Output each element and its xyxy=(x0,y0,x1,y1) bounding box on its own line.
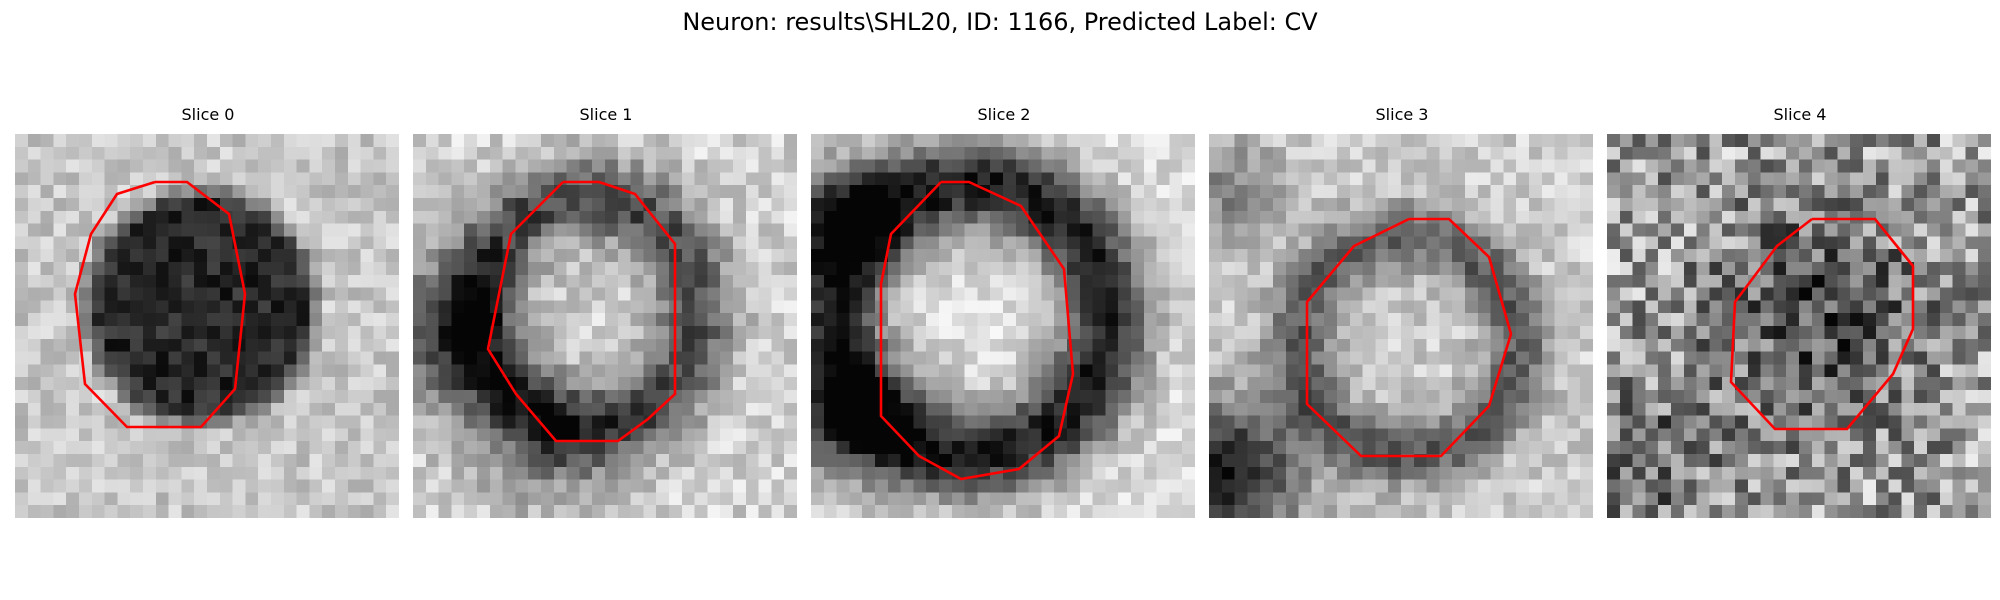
figure-title: Neuron: results\SHL20, ID: 1166, Predict… xyxy=(682,8,1318,36)
slice-panel-1: Slice 1 xyxy=(413,105,799,518)
slice-title: Slice 3 xyxy=(1375,105,1429,124)
slice-title: Slice 2 xyxy=(977,105,1031,124)
slice-panel-3: Slice 3 xyxy=(1209,105,1595,518)
slice-image xyxy=(1209,134,1593,518)
slice-title: Slice 4 xyxy=(1773,105,1827,124)
slice-title: Slice 1 xyxy=(579,105,633,124)
slice-panel-4: Slice 4 xyxy=(1607,105,1993,518)
slice-panel-0: Slice 0 xyxy=(15,105,401,518)
slice-image xyxy=(15,134,399,518)
slice-title: Slice 0 xyxy=(181,105,235,124)
slice-image xyxy=(811,134,1195,518)
slice-image xyxy=(413,134,797,518)
slice-image xyxy=(1607,134,1991,518)
slice-panel-2: Slice 2 xyxy=(811,105,1197,518)
